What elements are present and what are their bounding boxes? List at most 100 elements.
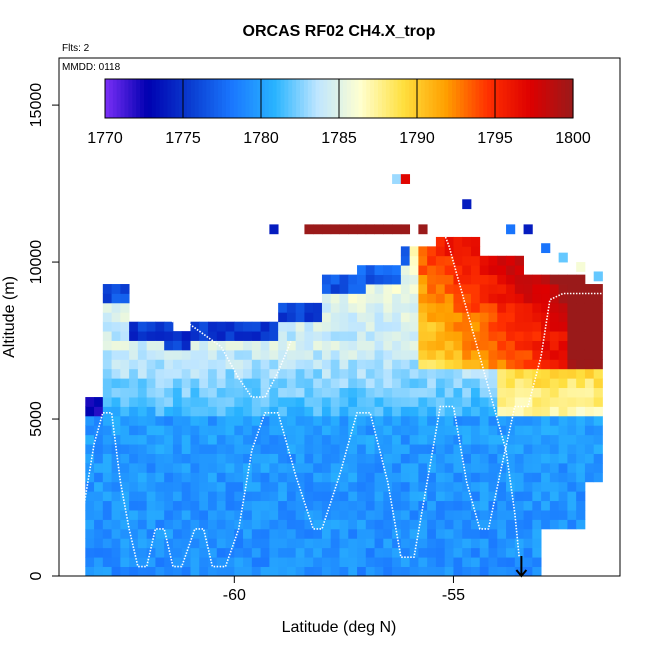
heatmap-cell bbox=[348, 397, 358, 407]
heatmap-cell bbox=[409, 566, 419, 577]
colorbar-swatch bbox=[132, 79, 137, 118]
colorbar-swatch bbox=[307, 79, 313, 118]
heatmap-cell bbox=[409, 302, 419, 313]
heatmap-cell bbox=[111, 453, 121, 464]
heatmap-cell bbox=[181, 472, 191, 483]
heatmap-cell bbox=[181, 528, 191, 539]
heatmap-cell bbox=[462, 425, 472, 436]
heatmap-cell bbox=[208, 510, 218, 520]
heatmap-cell bbox=[514, 557, 524, 567]
heatmap-cell bbox=[278, 340, 288, 351]
heatmap-cell bbox=[444, 236, 454, 247]
heatmap-cell bbox=[470, 415, 481, 426]
heatmap-cell bbox=[567, 444, 577, 454]
heatmap-cell bbox=[102, 566, 112, 577]
colorbar-swatch bbox=[475, 79, 480, 118]
heatmap-cell bbox=[374, 331, 384, 341]
colorbar-swatch bbox=[530, 79, 535, 118]
heatmap-cell bbox=[225, 406, 235, 417]
heatmap-cell bbox=[111, 340, 121, 351]
heatmap-cell bbox=[444, 415, 454, 426]
heatmap-cell bbox=[348, 331, 358, 341]
heatmap-cell bbox=[470, 302, 481, 313]
heatmap-cell bbox=[418, 415, 428, 426]
heatmap-cell bbox=[532, 312, 542, 323]
heatmap-cell bbox=[409, 538, 419, 549]
heatmap-cell bbox=[549, 349, 560, 360]
heatmap-cell bbox=[514, 265, 524, 276]
heatmap-cell bbox=[470, 472, 481, 483]
colorbar-swatch bbox=[440, 79, 445, 118]
heatmap-cell bbox=[172, 566, 183, 577]
heatmap-cell bbox=[409, 500, 419, 511]
heatmap-cell bbox=[549, 340, 560, 351]
heatmap-cell bbox=[541, 284, 551, 294]
heatmap-cell bbox=[365, 265, 375, 276]
colorbar-swatch bbox=[362, 79, 367, 118]
heatmap-cell bbox=[558, 302, 568, 313]
heatmap-cell bbox=[576, 293, 586, 304]
heatmap-cell bbox=[137, 321, 148, 332]
heatmap-cell bbox=[286, 481, 297, 492]
heatmap-cell bbox=[427, 462, 437, 473]
heatmap-cell bbox=[190, 444, 200, 454]
heatmap-cell bbox=[383, 491, 393, 502]
heatmap-cell bbox=[453, 340, 463, 351]
heatmap-cell bbox=[392, 397, 402, 407]
heatmap-cell bbox=[400, 340, 411, 351]
heatmap-cell bbox=[427, 302, 437, 313]
heatmap-cell bbox=[444, 359, 454, 370]
colorbar-swatch bbox=[218, 79, 223, 118]
heatmap-cell bbox=[190, 500, 200, 511]
heatmap-cell bbox=[488, 321, 498, 332]
heatmap-cell bbox=[321, 293, 332, 304]
heatmap-cell bbox=[523, 434, 533, 445]
heatmap-cell bbox=[181, 453, 191, 464]
heatmap-cell bbox=[225, 500, 235, 511]
heatmap-cell bbox=[462, 302, 472, 313]
heatmap-cell bbox=[313, 397, 323, 407]
heatmap-cell bbox=[374, 349, 384, 360]
heatmap-cell bbox=[462, 246, 472, 257]
heatmap-cell bbox=[470, 312, 481, 323]
heatmap-cell bbox=[462, 547, 472, 558]
heatmap-cell bbox=[365, 547, 375, 558]
heatmap-cell bbox=[488, 434, 498, 445]
heatmap-cell bbox=[286, 528, 297, 539]
heatmap-cell bbox=[400, 538, 411, 549]
heatmap-cell bbox=[470, 500, 481, 511]
heatmap-cell bbox=[94, 434, 104, 445]
heatmap-cell bbox=[374, 453, 384, 464]
heatmap-cell bbox=[392, 519, 402, 530]
heatmap-cell bbox=[304, 547, 314, 558]
heatmap-cell bbox=[435, 538, 446, 549]
heatmap-cell bbox=[497, 321, 507, 332]
heatmap-cell bbox=[357, 500, 367, 511]
heatmap-cell bbox=[102, 462, 112, 473]
heatmap-cell bbox=[330, 472, 340, 483]
heatmap-cell bbox=[339, 321, 349, 332]
heatmap-cell bbox=[234, 481, 244, 492]
heatmap-cell bbox=[506, 331, 516, 341]
colorbar-swatch bbox=[108, 79, 114, 118]
heatmap-cell bbox=[567, 302, 577, 313]
heatmap-cell bbox=[286, 557, 297, 567]
heatmap-cell bbox=[321, 425, 332, 436]
heatmap-cell bbox=[392, 528, 402, 539]
heatmap-cell bbox=[383, 349, 393, 360]
heatmap-cell bbox=[576, 472, 586, 483]
colorbar-swatch bbox=[151, 79, 157, 118]
heatmap-cell bbox=[357, 265, 367, 276]
heatmap-cell bbox=[225, 321, 235, 332]
heatmap-cell bbox=[234, 566, 244, 577]
heatmap-cell bbox=[295, 510, 305, 520]
colorbar-swatch bbox=[471, 79, 477, 118]
heatmap-cell bbox=[479, 274, 489, 285]
heatmap-cell bbox=[304, 528, 314, 539]
heatmap-cell bbox=[567, 453, 577, 464]
heatmap-cell bbox=[549, 519, 560, 530]
heatmap-cell bbox=[295, 368, 305, 379]
heatmap-cell bbox=[269, 557, 279, 567]
heatmap-cell bbox=[418, 331, 428, 341]
